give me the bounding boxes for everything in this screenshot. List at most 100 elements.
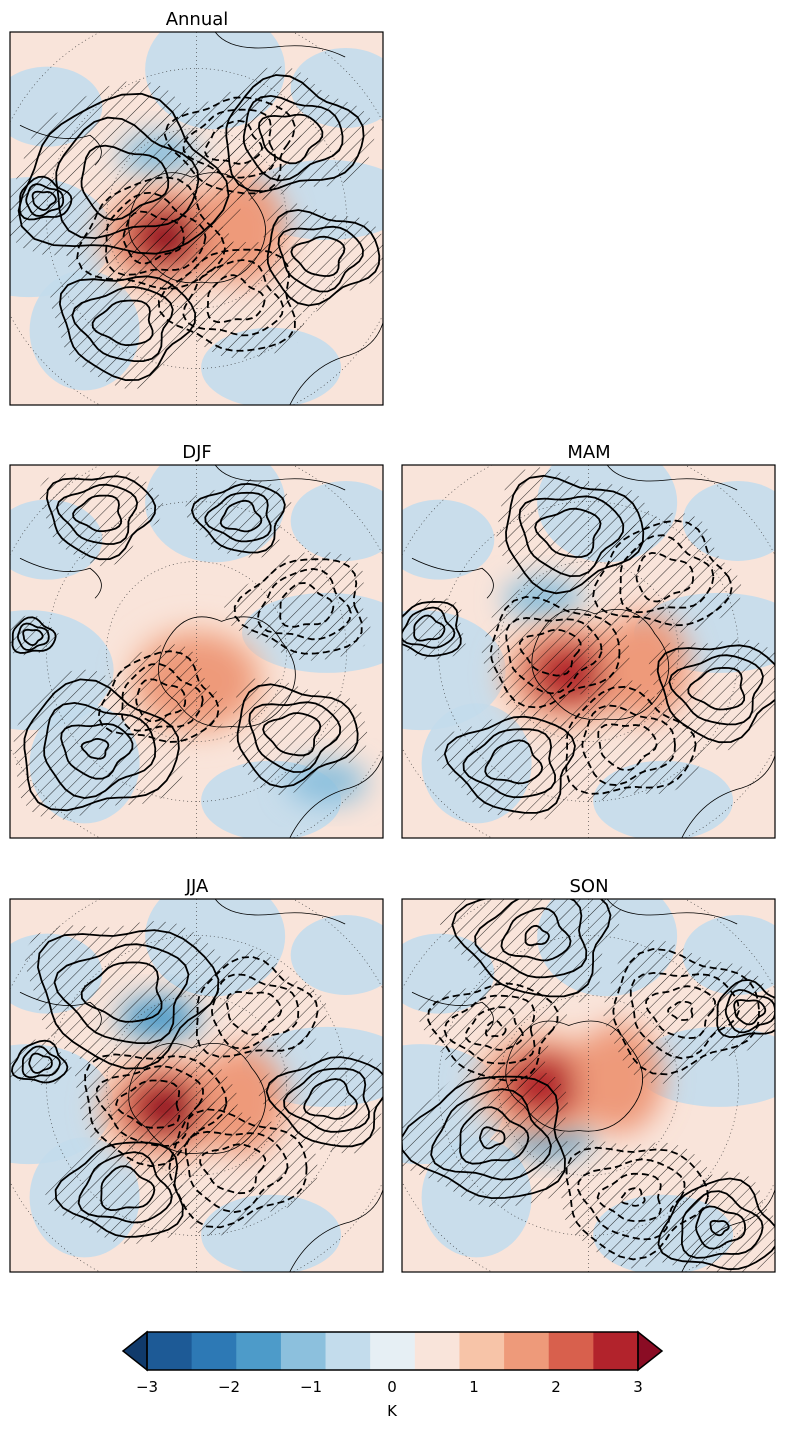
- contour-negative: [233, 558, 363, 655]
- coastline: [411, 991, 494, 1033]
- contour-positive: [17, 92, 230, 255]
- panel-title-jja: JJA: [185, 876, 209, 897]
- contour-lines: [402, 474, 775, 814]
- field-patch: [290, 914, 383, 995]
- contour-negative: [629, 971, 740, 1060]
- contour-positive: [31, 190, 57, 212]
- contour-positive: [430, 1088, 552, 1181]
- contour-lines: [11, 475, 363, 812]
- coastline: [128, 172, 266, 284]
- contour-negative: [485, 1019, 507, 1038]
- colorbar: [121, 1330, 664, 1372]
- contour-positive: [80, 737, 110, 760]
- contour-positive: [656, 644, 775, 744]
- contour-negative: [592, 519, 733, 627]
- contour-positive: [10, 1039, 69, 1084]
- contour-positive: [462, 728, 557, 799]
- contour-positive: [478, 1126, 506, 1150]
- coastline: [606, 465, 738, 491]
- colorbar-bin: [593, 1332, 639, 1370]
- contour-positive: [219, 499, 263, 533]
- contour-lines: [17, 74, 381, 382]
- contour-positive: [16, 622, 50, 651]
- panel-frame: [401, 898, 776, 1273]
- contour-negative: [182, 259, 285, 337]
- contour-negative: [168, 1108, 308, 1229]
- coastline: [681, 753, 775, 838]
- panel-title-annual: Annual: [166, 9, 229, 30]
- contour-negative: [210, 973, 300, 1050]
- contour-negative: [635, 551, 695, 603]
- contour-negative: [105, 191, 207, 276]
- coastline: [289, 753, 383, 838]
- coastline: [158, 616, 296, 728]
- contour-negative: [505, 616, 603, 695]
- panel-title-son: SON: [569, 876, 608, 897]
- contour-negative: [256, 567, 352, 641]
- contour-positive: [248, 701, 342, 773]
- field-patch: [402, 499, 495, 580]
- colorbar-bin: [325, 1332, 371, 1370]
- contour-negative: [427, 982, 559, 1082]
- panel-title-mam: MAM: [567, 442, 610, 463]
- contour-positive: [687, 666, 746, 711]
- coastline: [19, 991, 102, 1033]
- contour-negative: [84, 1053, 228, 1168]
- contour-negative: [135, 678, 187, 723]
- contour-negative: [122, 210, 185, 265]
- colorbar-tick: −3: [136, 1378, 158, 1396]
- contour-negative: [184, 1130, 289, 1214]
- contour-positive: [695, 1205, 747, 1250]
- contour-positive: [716, 979, 775, 1039]
- contour-positive: [443, 715, 576, 814]
- contour-positive: [265, 1056, 383, 1148]
- panel-annual: [9, 31, 384, 406]
- colorbar-bin: [236, 1332, 282, 1370]
- contour-positive: [277, 225, 364, 293]
- contour-negative: [612, 948, 761, 1076]
- contour-positive: [58, 275, 197, 382]
- contour-positive: [54, 1141, 184, 1238]
- colorbar-extend-max: [637, 1330, 664, 1372]
- contour-positive: [505, 474, 645, 595]
- contour-negative: [464, 1006, 524, 1051]
- contour-positive: [91, 299, 154, 347]
- contour-negative: [204, 119, 264, 165]
- colorbar-label: K: [387, 1402, 398, 1420]
- contour-negative: [667, 1000, 694, 1021]
- panel-son: [401, 898, 776, 1273]
- contour-positive: [22, 628, 44, 647]
- coastline: [411, 557, 494, 599]
- contour-positive: [680, 1190, 764, 1259]
- contour-positive: [23, 678, 180, 812]
- panel-jja: [9, 898, 384, 1273]
- contour-positive: [668, 654, 764, 726]
- contour-positive: [77, 1151, 173, 1224]
- contour-negative: [206, 274, 266, 324]
- contour-positive: [303, 1078, 358, 1120]
- contour-positive: [402, 606, 456, 649]
- contour-positive: [204, 491, 272, 543]
- contour-positive: [236, 683, 359, 789]
- coastline: [505, 1020, 644, 1132]
- contour-positive: [80, 961, 163, 1023]
- coastline: [681, 1187, 775, 1272]
- colorbar-bin: [147, 1332, 193, 1370]
- contour-positive: [43, 701, 157, 800]
- contour-positive: [413, 614, 446, 642]
- colorbar-frame: [146, 1331, 639, 1371]
- colorbar-bin: [280, 1332, 327, 1370]
- contour-positive: [60, 722, 134, 780]
- colorbar-tick: 3: [633, 1378, 643, 1396]
- contour-negative: [644, 985, 716, 1040]
- contour-positive: [25, 183, 65, 217]
- contour-negative: [619, 534, 715, 614]
- contour-positive: [474, 899, 588, 979]
- contour-positive: [283, 1067, 370, 1133]
- panel-title-djf: DJF: [182, 442, 212, 463]
- contour-positive: [11, 616, 57, 654]
- colorbar-bin: [414, 1332, 460, 1370]
- contour-lines: [10, 929, 383, 1238]
- colorbar-tick: 1: [469, 1378, 479, 1396]
